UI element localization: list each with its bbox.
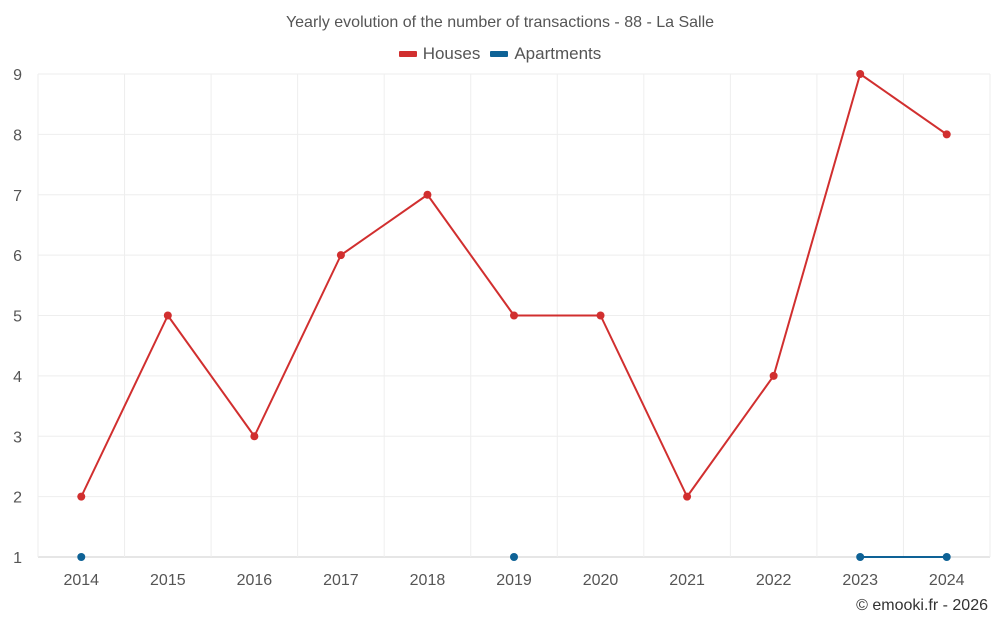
data-point-houses [423, 190, 432, 199]
data-point-houses [942, 130, 951, 139]
x-tick-label: 2020 [583, 572, 619, 589]
data-point-houses [163, 311, 172, 320]
data-point-houses [510, 311, 518, 320]
y-tick-label: 6 [13, 248, 22, 265]
x-tick-label: 2023 [842, 572, 878, 589]
data-point-houses [77, 492, 86, 501]
legend-item-houses[interactable]: Houses [398, 44, 481, 64]
legend-label-houses: Houses [422, 44, 481, 63]
y-tick-label: 7 [13, 188, 22, 205]
data-point-apartments [942, 553, 951, 561]
data-point-houses [250, 432, 259, 441]
x-tick-label: 2019 [496, 572, 532, 589]
y-tick-label: 4 [13, 369, 22, 386]
y-tick-label: 3 [13, 429, 22, 446]
y-tick-label: 9 [13, 67, 22, 84]
legend-item-apartments[interactable]: Apartments [490, 44, 601, 64]
x-tick-label: 2014 [63, 572, 99, 589]
x-tick-label: 2018 [410, 572, 446, 589]
x-tick-label: 2017 [323, 572, 359, 589]
x-tick-label: 2024 [929, 572, 965, 589]
x-tick-label: 2015 [150, 572, 186, 589]
data-point-houses [596, 311, 605, 320]
data-point-houses [856, 70, 865, 78]
legend: Houses Apartments [0, 44, 1000, 64]
data-point-apartments [856, 553, 865, 561]
y-tick-label: 2 [13, 490, 22, 507]
data-point-apartments [77, 553, 86, 561]
data-point-houses [683, 492, 692, 501]
y-tick-label: 5 [13, 309, 22, 326]
legend-label-apartments: Apartments [514, 44, 602, 63]
chart-title: Yearly evolution of the number of transa… [285, 14, 715, 31]
data-point-houses [769, 371, 778, 380]
data-point-apartments [510, 553, 518, 561]
y-tick-label: 1 [13, 550, 22, 567]
x-tick-label: 2022 [756, 572, 792, 589]
x-tick-label: 2016 [237, 572, 273, 589]
data-point-houses [336, 251, 345, 260]
legend-swatch-houses [398, 51, 417, 57]
x-tick-label: 2021 [669, 572, 705, 589]
credit-text: © emooki.fr - 2026 [856, 597, 988, 614]
y-tick-label: 8 [13, 127, 22, 144]
legend-swatch-apartments [490, 51, 509, 57]
